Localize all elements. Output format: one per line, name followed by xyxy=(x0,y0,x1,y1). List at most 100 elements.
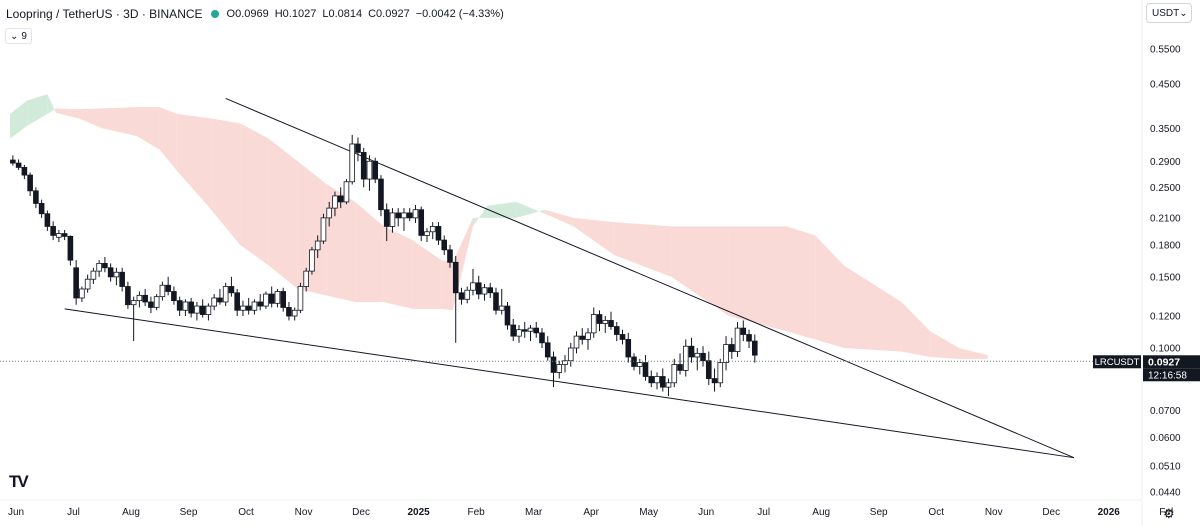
candle-up xyxy=(717,358,724,388)
cloud-segment xyxy=(355,201,384,302)
price-tick-label: 0.1800 xyxy=(1150,240,1181,251)
time-tick-label: Dec xyxy=(1042,507,1060,518)
candle-body xyxy=(406,212,413,219)
time-tick-label: Oct xyxy=(928,507,944,518)
indicator-toggle[interactable]: ⌄ 9 xyxy=(5,28,32,44)
cloud-segment xyxy=(136,107,160,150)
cloud-segment xyxy=(671,226,729,317)
candle-down xyxy=(73,260,79,305)
price-axis[interactable]: 0.5500 0.4500 0.3500 0.2900 0.2500 0.2100 0.18… xyxy=(1150,45,1181,499)
candle-up xyxy=(291,307,298,321)
candle-body xyxy=(84,278,91,290)
tradingview-logo[interactable]: TV xyxy=(9,472,29,492)
candle-down xyxy=(125,281,131,309)
candle-body xyxy=(337,195,344,203)
countdown-tag: 12:16:58 xyxy=(1148,370,1187,381)
candle-body xyxy=(21,167,28,176)
candle-body xyxy=(136,294,143,302)
currency-selector[interactable]: USDT ⌄ xyxy=(1146,3,1192,23)
trendline-upper-resistance xyxy=(225,97,1075,459)
candle-body xyxy=(389,212,396,227)
time-tick-label: Nov xyxy=(985,507,1003,518)
candle-body xyxy=(671,364,678,384)
candle-up xyxy=(562,355,568,373)
candle-body xyxy=(222,286,229,303)
cloud-segment xyxy=(176,113,212,210)
cloud-segment xyxy=(27,94,48,126)
candle-body xyxy=(723,344,729,364)
candle-body xyxy=(516,329,522,337)
candle-down xyxy=(659,368,666,392)
candle-body xyxy=(217,297,223,303)
cloud-segment xyxy=(487,201,517,218)
candle-body xyxy=(573,335,580,349)
time-tick-label: Jun xyxy=(8,507,24,518)
cloud-segment xyxy=(472,205,488,227)
candle-up xyxy=(585,328,591,350)
candle-body xyxy=(711,378,718,384)
time-tick-label: Oct xyxy=(238,507,254,518)
candle-up xyxy=(297,282,304,314)
candle-body xyxy=(458,292,465,300)
time-tick-label: Aug xyxy=(812,507,830,518)
symbol-title[interactable]: Loopring / TetherUS · 3D · BINANCE xyxy=(6,7,203,21)
candle-body xyxy=(705,360,712,379)
candle-body xyxy=(533,327,540,334)
candle-down xyxy=(625,332,632,363)
candle-down xyxy=(452,255,459,343)
time-tick-label: 2026 xyxy=(1098,507,1121,518)
candle-up xyxy=(401,208,407,231)
candle-up xyxy=(516,325,522,343)
candle-body xyxy=(487,287,494,294)
candle-down xyxy=(228,276,235,297)
time-axis[interactable]: Jun Jul Aug Sep Oct Nov Dec 2025 Feb Mar Apr May Jun… xyxy=(8,507,1173,518)
candle-body xyxy=(481,287,488,295)
cloud-segment xyxy=(240,123,269,266)
candle-body xyxy=(378,178,384,211)
candle-down xyxy=(61,229,68,241)
candle-up xyxy=(240,300,246,317)
candle-body xyxy=(717,362,724,384)
candle-body xyxy=(205,305,212,315)
candle-down xyxy=(751,334,758,363)
cloud-segment xyxy=(56,108,80,119)
candle-body xyxy=(234,292,240,311)
candle-down xyxy=(504,301,511,330)
candle-down xyxy=(406,208,413,222)
candle-body xyxy=(424,231,430,236)
trendline-lower-support xyxy=(64,308,1075,459)
candle-up xyxy=(326,201,332,227)
candle-body xyxy=(332,195,338,209)
candle-body xyxy=(372,160,379,180)
cloud-segment xyxy=(930,331,959,359)
candle-body xyxy=(550,356,557,373)
cloud-segment xyxy=(613,222,672,277)
change-value: −0.0042 (−4.33%) xyxy=(415,8,504,20)
countdown-tag-bg xyxy=(1143,368,1200,382)
time-tick-label: Jul xyxy=(757,507,770,518)
candle-up xyxy=(429,222,436,240)
candle-down xyxy=(268,286,275,308)
candlesticks xyxy=(10,134,758,397)
candle-down xyxy=(544,336,551,361)
candle-down xyxy=(33,187,39,209)
candle-body xyxy=(291,309,298,317)
candle-down xyxy=(705,351,712,385)
candle-body xyxy=(96,262,102,272)
candle-up xyxy=(274,288,281,308)
candle-body xyxy=(33,190,39,204)
candle-up xyxy=(90,267,97,285)
settings-icon[interactable]: ⚙ xyxy=(1163,506,1175,521)
candle-body xyxy=(654,376,660,384)
candle-down xyxy=(38,199,45,218)
price-tick-label: 0.0700 xyxy=(1150,406,1181,417)
candle-down xyxy=(539,328,545,348)
candle-up xyxy=(366,155,373,191)
candle-up xyxy=(194,301,200,321)
candle-body xyxy=(659,376,666,388)
candle-body xyxy=(429,226,436,233)
candle-down xyxy=(67,235,74,266)
time-tick-label: Sep xyxy=(180,507,198,518)
candle-body xyxy=(475,282,482,295)
